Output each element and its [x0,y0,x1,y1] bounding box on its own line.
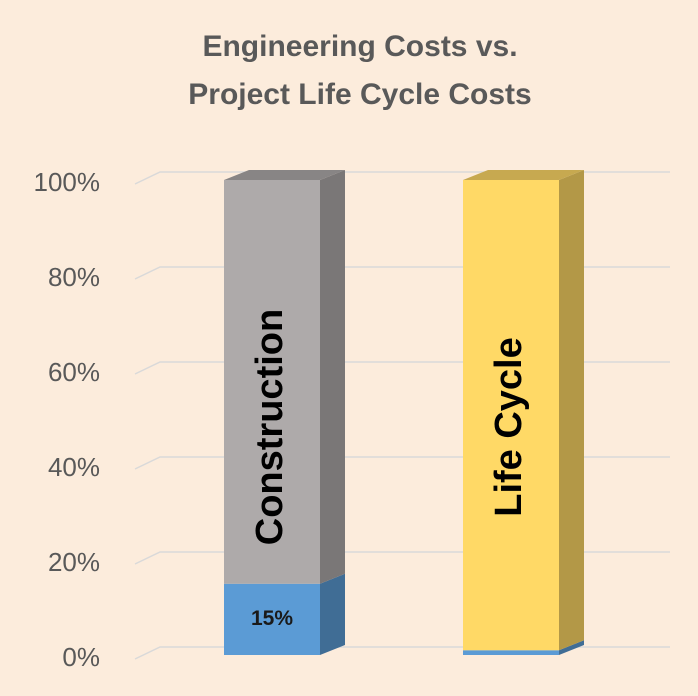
y-tick-label: 20% [48,547,100,577]
bar-front [463,180,559,651]
bar-front [463,650,559,655]
bar-segment [224,573,345,655]
y-tick-label: 0% [62,642,100,672]
bar-segment [224,170,345,584]
grid-line [134,551,670,565]
grid-line [134,266,670,280]
data-label: 15% [251,607,293,630]
category-label: Construction [249,309,291,545]
bar-segment [463,170,584,651]
bar-side [320,170,345,584]
grid-line [134,361,670,375]
bar-front [224,583,320,655]
bar-top [224,170,345,180]
grid-line [134,456,670,470]
chart-title: Engineering Costs vs. [202,30,517,63]
category-label: Life Cycle [488,337,530,517]
bar-side [559,170,584,651]
bar-side [320,573,345,655]
y-tick-label: 100% [34,167,101,197]
y-tick-label: 80% [48,262,100,292]
bar-side [559,640,584,655]
y-tick-label: 60% [48,357,100,387]
chart-title: Project Life Cycle Costs [188,78,531,111]
grid-line [134,646,670,660]
bar-top [463,170,584,180]
y-tick-label: 40% [48,452,100,482]
grid-line [134,171,670,185]
bar-front [224,180,320,584]
bar-segment [463,640,584,655]
